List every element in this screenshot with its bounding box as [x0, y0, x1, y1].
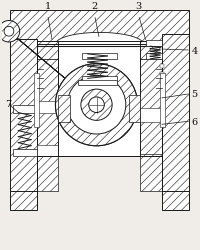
Bar: [160, 64, 164, 68]
Bar: [160, 72, 164, 76]
Text: 3: 3: [135, 2, 142, 11]
Circle shape: [0, 20, 20, 42]
Bar: [162, 191, 189, 210]
Polygon shape: [2, 26, 72, 84]
Circle shape: [55, 64, 138, 146]
Bar: [58, 41, 140, 156]
Bar: [146, 53, 162, 59]
Bar: [37, 154, 58, 191]
Text: 7: 7: [5, 100, 11, 109]
Bar: [160, 74, 165, 127]
Circle shape: [89, 97, 104, 112]
Bar: [10, 39, 37, 196]
Bar: [140, 108, 162, 122]
Bar: [140, 154, 162, 191]
Circle shape: [55, 64, 138, 146]
Bar: [37, 145, 58, 156]
Bar: [140, 41, 162, 156]
Text: 6: 6: [191, 118, 197, 127]
Bar: [37, 41, 162, 59]
Bar: [13, 149, 37, 156]
Polygon shape: [55, 32, 143, 44]
Text: 4: 4: [191, 48, 198, 56]
Bar: [58, 95, 70, 122]
Bar: [129, 95, 140, 122]
Circle shape: [67, 76, 126, 134]
Bar: [82, 53, 117, 59]
Bar: [78, 80, 117, 85]
Bar: [37, 41, 58, 156]
Bar: [146, 40, 162, 46]
Text: 2: 2: [91, 2, 98, 11]
Bar: [162, 34, 189, 196]
Bar: [82, 76, 117, 83]
Bar: [34, 74, 39, 127]
Text: 5: 5: [191, 90, 197, 100]
Circle shape: [81, 89, 112, 120]
Bar: [10, 10, 189, 44]
Bar: [37, 101, 58, 112]
Text: 1: 1: [45, 2, 51, 11]
Bar: [160, 79, 164, 83]
Circle shape: [4, 26, 14, 36]
Bar: [10, 191, 37, 210]
Bar: [13, 105, 37, 112]
